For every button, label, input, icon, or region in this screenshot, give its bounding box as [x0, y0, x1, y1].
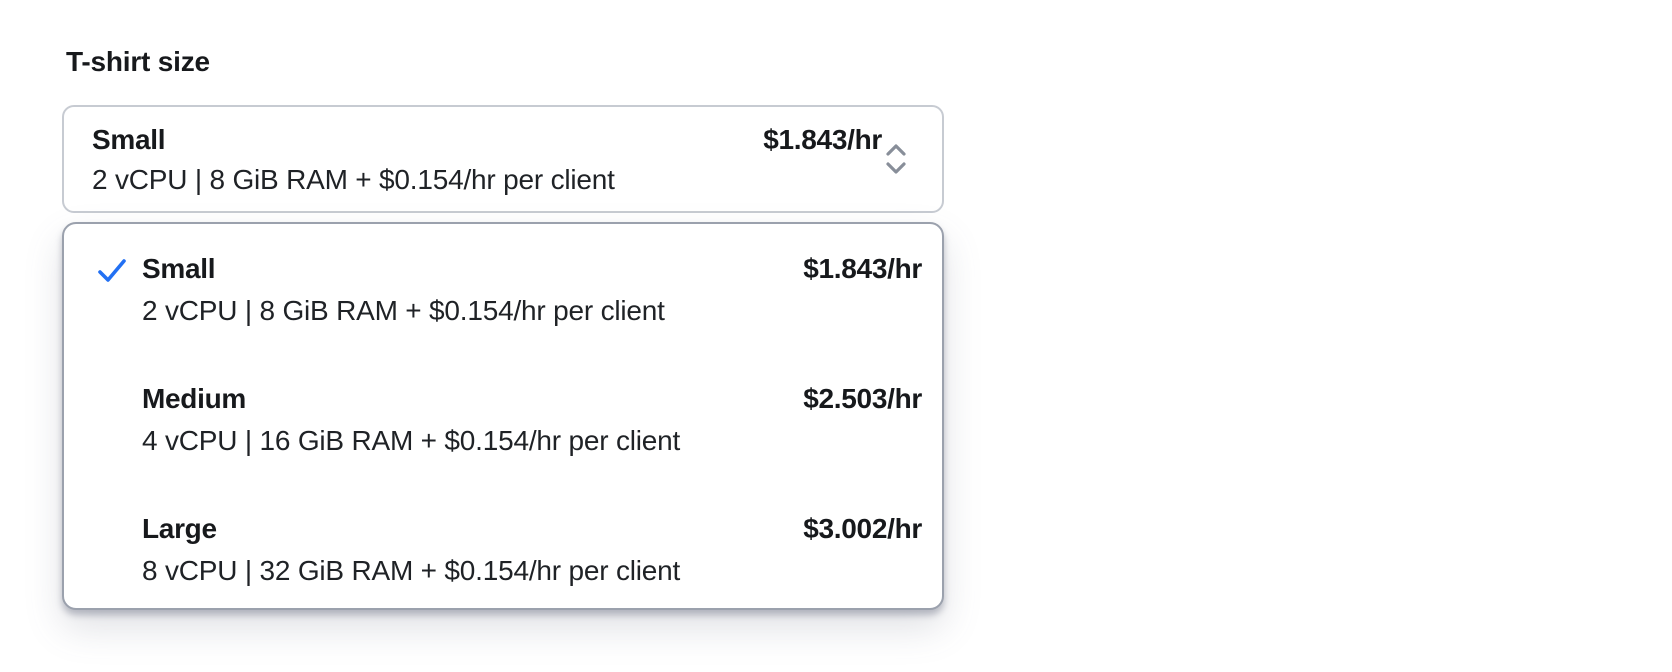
option-description: 2 vCPU | 8 GiB RAM + $0.154/hr per clien…: [142, 295, 665, 326]
option-name: Small: [142, 253, 216, 284]
option-description: 8 vCPU | 32 GiB RAM + $0.154/hr per clie…: [142, 555, 681, 586]
option-large[interactable]: Large $3.002/hr 8 vCPU | 32 GiB RAM + $0…: [96, 508, 922, 592]
option-price: $1.843/hr: [803, 253, 922, 284]
selected-option-name: Small: [92, 124, 166, 155]
tshirt-size-label: T-shirt size: [66, 46, 210, 77]
option-price: $3.002/hr: [803, 513, 922, 544]
selected-option-description: 2 vCPU | 8 GiB RAM + $0.154/hr per clien…: [92, 164, 615, 195]
option-small[interactable]: Small $1.843/hr 2 vCPU | 8 GiB RAM + $0.…: [96, 248, 922, 332]
chevron-up-down-icon: [884, 141, 908, 177]
option-description: 4 vCPU | 16 GiB RAM + $0.154/hr per clie…: [142, 425, 681, 456]
tshirt-size-listbox: Small $1.843/hr 2 vCPU | 8 GiB RAM + $0.…: [62, 222, 944, 610]
check-placeholder: [96, 378, 142, 462]
option-medium[interactable]: Medium $2.503/hr 4 vCPU | 16 GiB RAM + $…: [96, 378, 922, 462]
tshirt-size-select[interactable]: Small $1.843/hr 2 vCPU | 8 GiB RAM + $0.…: [62, 105, 944, 213]
option-name: Medium: [142, 383, 246, 414]
check-placeholder: [96, 508, 142, 592]
check-icon: [96, 248, 142, 332]
option-price: $2.503/hr: [803, 383, 922, 414]
selected-option-price: $1.843/hr: [763, 124, 882, 155]
option-name: Large: [142, 513, 217, 544]
